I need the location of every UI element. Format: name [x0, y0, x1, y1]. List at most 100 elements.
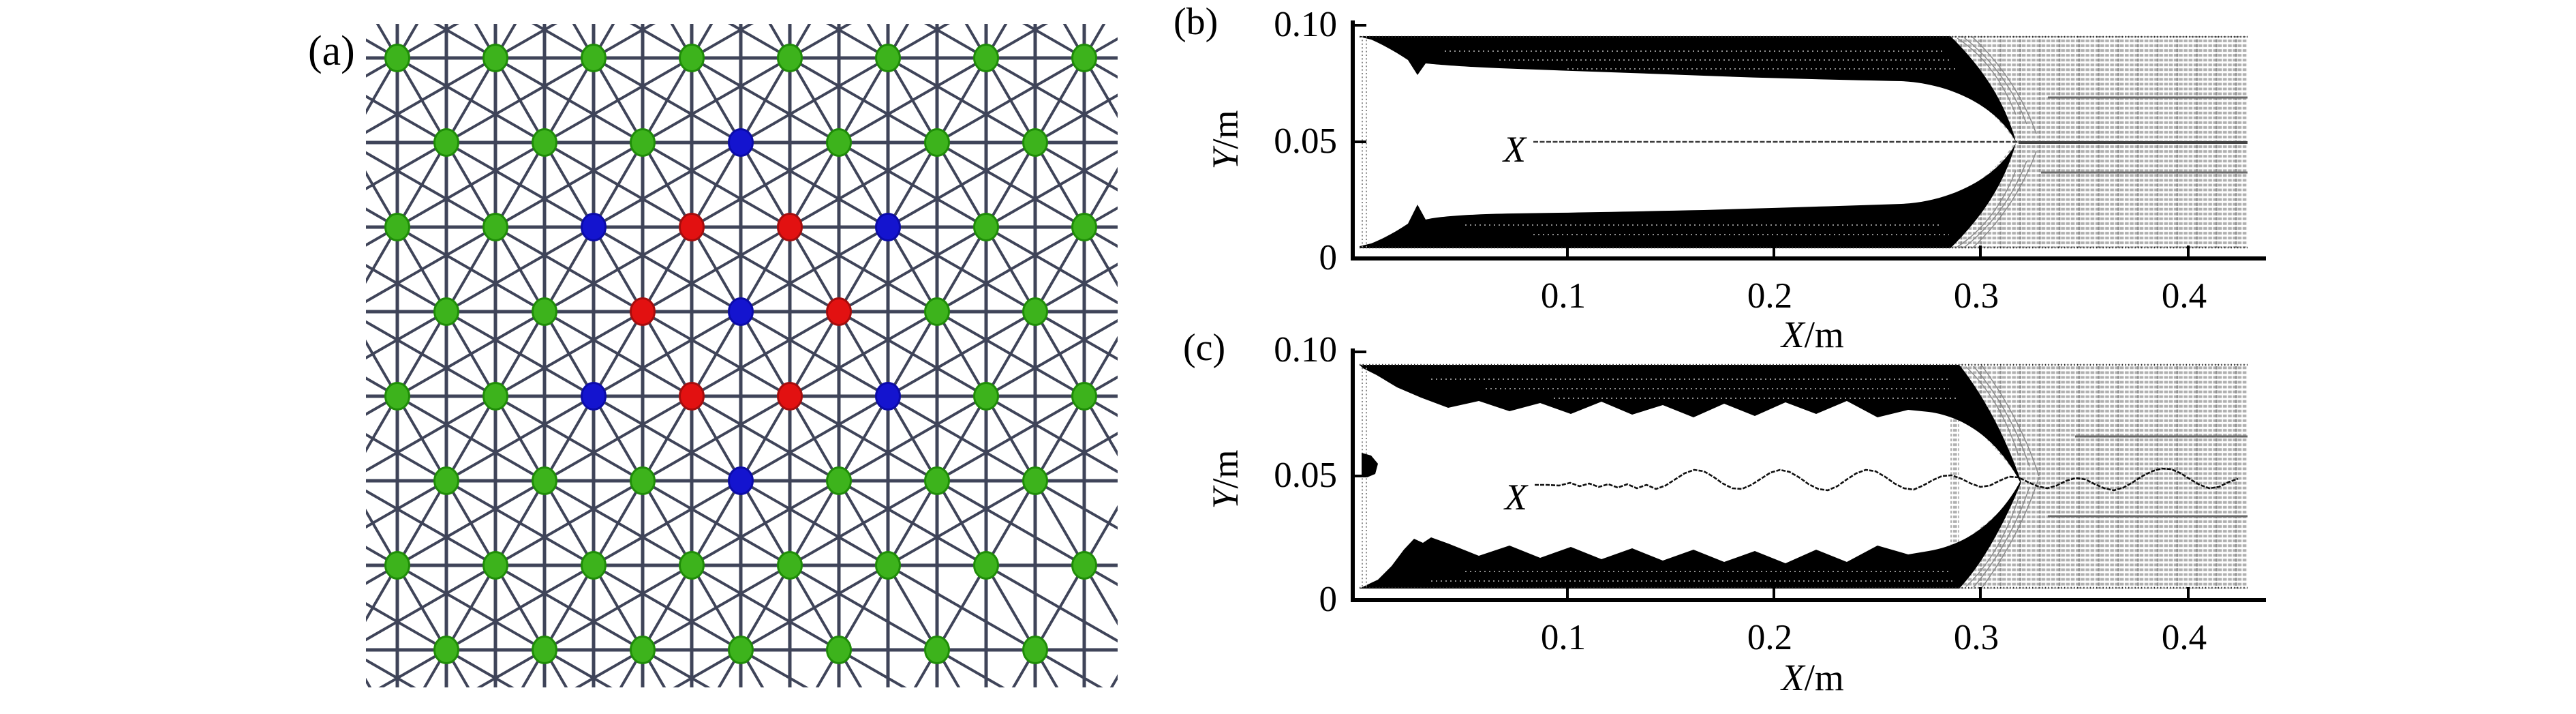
lattice-particle-red: [777, 382, 803, 411]
lattice-particle-green: [875, 551, 901, 580]
lattice-particle-green: [1022, 297, 1048, 326]
lattice-particle-red: [679, 382, 705, 411]
panel-b-upper-wall-particles: [1360, 36, 2016, 142]
panel-c-interface-line: [1535, 467, 2239, 492]
panel-c-xtick-01: 0.1: [1540, 618, 1586, 657]
panel-b-xtick-03: 0.3: [1953, 276, 1999, 316]
lattice-particle-blue: [875, 382, 901, 411]
lattice-particle-green: [433, 636, 459, 664]
lattice-particle-green: [384, 382, 410, 411]
lattice-particle-green: [482, 551, 508, 580]
lattice-particle-green: [433, 128, 459, 157]
lattice-particle-green: [826, 636, 852, 664]
lattice-particle-blue: [728, 466, 754, 495]
lattice-particle-green: [728, 636, 754, 664]
lattice-particle-green: [826, 128, 852, 157]
panel-c-probe-marker: X: [1503, 477, 1529, 518]
lattice-particle-green: [482, 44, 508, 72]
panel-c-y-tick: [1355, 351, 1366, 353]
lattice-particle-red: [777, 213, 803, 241]
lattice-particle-green: [826, 466, 852, 495]
lattice-particle-red: [826, 297, 852, 326]
lattice-particle-red: [679, 213, 705, 241]
lattice-particle-green: [384, 213, 410, 241]
lattice-particle-green: [630, 128, 656, 157]
panel-c-x-var: X: [1781, 657, 1805, 698]
panel-c-x-tick: [1979, 587, 1982, 598]
lattice-particle-green: [924, 297, 950, 326]
lattice-particle-green: [532, 466, 557, 495]
panel-c-secondary-marker: x: [1605, 546, 1618, 576]
panel-c-label: (c): [1183, 327, 1226, 369]
panel-b-x-tick: [1566, 246, 1569, 256]
lattice-particle-green: [1071, 382, 1097, 411]
lattice-particle-green: [973, 44, 999, 72]
lattice-particle-blue: [581, 213, 607, 241]
lattice-particle-green: [679, 551, 705, 580]
panel-b-axes: [1351, 20, 2266, 261]
lattice-particle-red: [630, 297, 656, 326]
panel-a-label: (a): [308, 28, 355, 74]
panel-c-ytick-010: 0.10: [1274, 330, 1337, 370]
panel-c-ytick-005: 0.05: [1274, 456, 1337, 495]
lattice-particles: [384, 44, 1097, 664]
lattice-particle-green: [1022, 636, 1048, 664]
panel-b-x-tick: [2187, 246, 2190, 256]
panel-c-xtick-02: 0.2: [1747, 618, 1793, 657]
panel-c-x-unit: /m: [1804, 657, 1844, 698]
panel-c-upper-wall-particles: [1360, 365, 2021, 484]
lattice-particle-green: [924, 466, 950, 495]
panel-c-x-tick: [2187, 587, 2190, 598]
panel-b-x-tick: [1979, 246, 1982, 256]
panel-b-xtick-04: 0.4: [2161, 276, 2207, 316]
lattice-particle-green: [581, 44, 607, 72]
panel-c-axes: [1351, 348, 2266, 602]
lattice-particle-green: [433, 466, 459, 495]
lattice-particle-green: [875, 44, 901, 72]
lattice-particle-green: [532, 128, 557, 157]
panel-c-inlet-blob: [1362, 453, 1378, 477]
lattice-particle-green: [777, 551, 803, 580]
lattice-particle-green: [777, 44, 803, 72]
panel-c-plot: Xx: [1351, 348, 2266, 602]
lattice-particle-green: [1022, 128, 1048, 157]
panel-c-xtick-03: 0.3: [1953, 618, 1999, 657]
lattice-particle-green: [532, 636, 557, 664]
panel-c-y-tick: [1355, 475, 1366, 477]
panel-b-x-tick: [1773, 246, 1775, 256]
panel-c-ytick-0: 0: [1319, 580, 1338, 619]
lattice-particle-green: [581, 551, 607, 580]
lattice-particle-green: [1022, 466, 1048, 495]
lattice-particle-green: [384, 44, 410, 72]
lattice-particle-green: [924, 128, 950, 157]
lattice-particle-green: [973, 213, 999, 241]
lattice-particle-green: [679, 44, 705, 72]
panel-c-x-tick: [1566, 587, 1569, 598]
lattice-particle-blue: [728, 297, 754, 326]
panel-b-lower-wall-particles: [1360, 143, 2016, 248]
panel-b-x-axis-title: X/m: [1755, 316, 1871, 353]
lattice-particle-green: [630, 466, 656, 495]
panel-c-x-tick: [1773, 587, 1775, 598]
lattice-particle-blue: [728, 128, 754, 157]
lattice-particle-green: [433, 297, 459, 326]
panel-b-x-var: X: [1781, 314, 1805, 355]
panel-b-plot: X: [1351, 20, 2266, 261]
lattice-particle-blue: [875, 213, 901, 241]
lattice-particle-green: [1071, 44, 1097, 72]
lattice-particle-green: [924, 636, 950, 664]
lattice-particle-green: [1071, 213, 1097, 241]
lattice-particle-green: [973, 382, 999, 411]
panel-b-ytick-005: 0.05: [1274, 121, 1337, 161]
lattice-particle-green: [973, 551, 999, 580]
panel-c-x-axis-title: X/m: [1755, 659, 1871, 696]
lattice-particle-green: [482, 213, 508, 241]
panel-c-xtick-04: 0.4: [2161, 618, 2207, 657]
lattice-particle-green: [630, 636, 656, 664]
lattice-particle-green: [1071, 551, 1097, 580]
panel-b-x-unit: /m: [1804, 314, 1844, 355]
lattice-particle-blue: [581, 382, 607, 411]
panel-c-lower-wall-particles: [1360, 479, 2021, 589]
panel-b-xtick-02: 0.2: [1747, 276, 1793, 316]
